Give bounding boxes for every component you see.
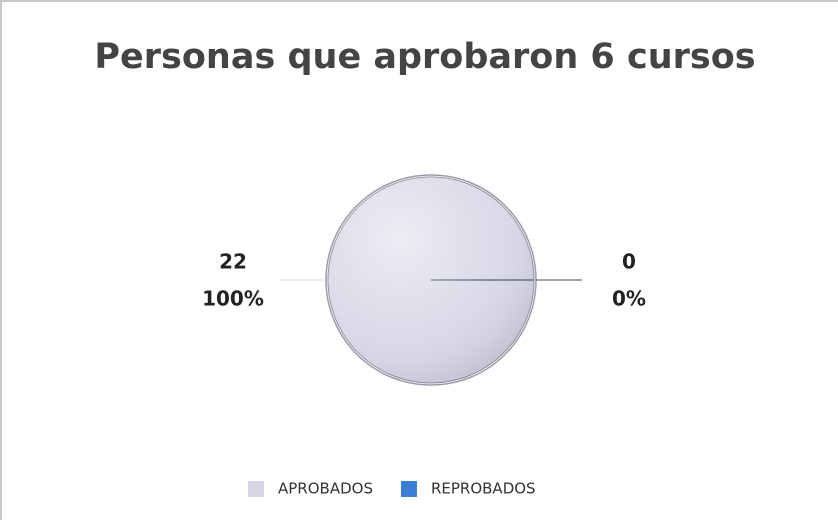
percent-label: 100% [202,287,264,311]
percent-label: 0% [612,287,646,311]
data-label: 22 [219,250,247,274]
data-label: 0 [622,250,636,274]
legend-swatch [400,481,417,497]
legend-label: REPROBADOS [431,480,536,498]
legend-swatch [248,481,264,497]
legend-label: APROBADOS [278,480,373,498]
chart-title: Personas que aprobaron 6 cursos [94,37,755,77]
